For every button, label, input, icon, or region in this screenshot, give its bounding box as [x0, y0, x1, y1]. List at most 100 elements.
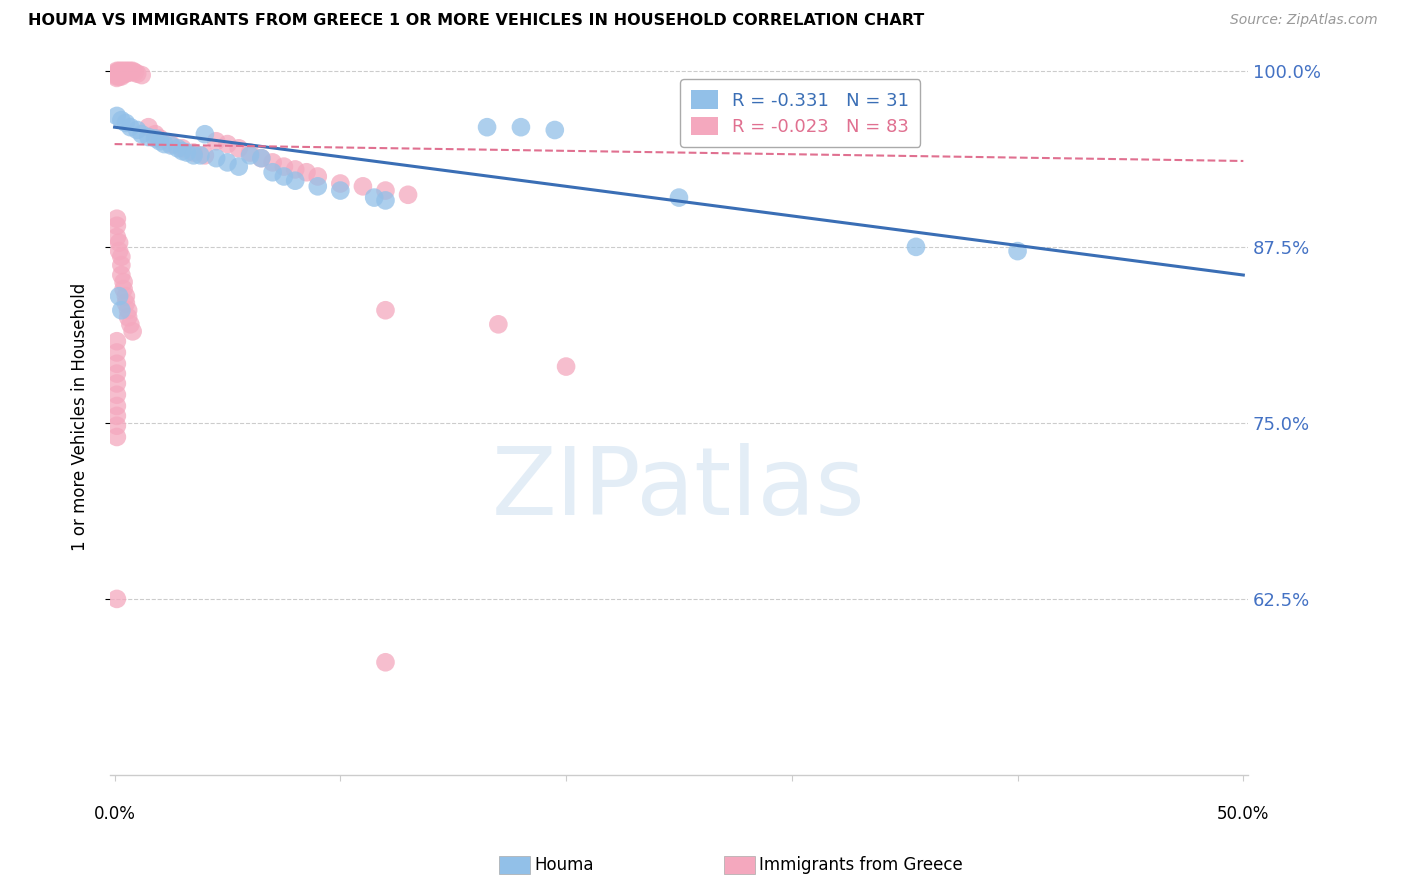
Text: Houma: Houma [534, 856, 593, 874]
Point [105, 430, 128, 444]
Point [115, 67, 138, 81]
Point [110, 68, 132, 82]
Point [110, 65, 132, 79]
Point [1007, 244, 1029, 259]
Point [176, 145, 198, 160]
Point [475, 120, 498, 135]
Point [110, 113, 132, 128]
Point [273, 160, 295, 174]
Point [105, 230, 128, 244]
Point [143, 127, 166, 141]
Point [120, 318, 142, 332]
Point [108, 235, 131, 250]
Point [105, 211, 128, 226]
Point [138, 130, 160, 145]
Point [108, 289, 131, 303]
Point [110, 250, 132, 264]
Point [352, 179, 374, 194]
Text: 50.0%: 50.0% [1218, 805, 1270, 823]
Point [363, 191, 385, 205]
Point [105, 68, 128, 82]
Y-axis label: 1 or more Vehicles in Household: 1 or more Vehicles in Household [72, 283, 89, 551]
Point [262, 155, 284, 169]
Point [131, 68, 153, 82]
Point [166, 141, 188, 155]
Point [105, 65, 128, 79]
Point [217, 155, 239, 169]
Point [120, 120, 142, 135]
Point [374, 184, 396, 198]
Point [228, 141, 250, 155]
Point [904, 240, 927, 254]
Point [183, 145, 205, 160]
Point [194, 148, 217, 162]
Point [510, 120, 533, 135]
Point [105, 399, 128, 413]
Point [105, 345, 128, 359]
Point [117, 63, 139, 78]
Text: HOUMA VS IMMIGRANTS FROM GREECE 1 OR MORE VEHICLES IN HOUSEHOLD CORRELATION CHAR: HOUMA VS IMMIGRANTS FROM GREECE 1 OR MOR… [28, 13, 924, 29]
Point [307, 179, 329, 194]
Point [160, 138, 183, 153]
Point [124, 65, 146, 79]
Point [374, 194, 396, 208]
Point [780, 109, 803, 123]
Point [105, 357, 128, 371]
Legend: R = -0.331   N = 31, R = -0.023   N = 83: R = -0.331 N = 31, R = -0.023 N = 83 [681, 79, 921, 147]
Point [127, 67, 149, 81]
Point [105, 418, 128, 433]
Point [112, 282, 135, 296]
Point [112, 275, 135, 289]
Point [172, 141, 194, 155]
Point [239, 145, 262, 160]
Point [108, 67, 131, 81]
Point [105, 109, 128, 123]
Point [108, 70, 131, 84]
Point [121, 324, 143, 338]
Point [295, 165, 318, 179]
Point [115, 289, 138, 303]
Point [120, 63, 142, 78]
Point [555, 359, 578, 374]
Point [105, 70, 128, 84]
Point [239, 148, 262, 162]
Point [374, 303, 396, 318]
Point [108, 65, 131, 79]
Point [262, 165, 284, 179]
Point [190, 148, 212, 162]
Point [149, 134, 172, 148]
Point [112, 65, 135, 79]
Point [228, 160, 250, 174]
Point [115, 116, 138, 130]
Point [115, 65, 138, 79]
Point [396, 187, 419, 202]
Point [112, 63, 135, 78]
Point [117, 303, 139, 318]
Point [273, 169, 295, 184]
Point [143, 131, 166, 145]
Point [329, 184, 352, 198]
Point [668, 191, 690, 205]
Point [131, 127, 153, 141]
Point [115, 296, 138, 310]
Point [250, 151, 273, 165]
Point [138, 120, 160, 135]
Point [115, 63, 138, 78]
Point [105, 591, 128, 606]
Point [108, 63, 131, 78]
Point [105, 409, 128, 423]
Point [110, 303, 132, 318]
Point [205, 134, 228, 148]
Point [117, 310, 139, 325]
Point [110, 70, 132, 84]
Point [108, 244, 131, 259]
Point [307, 169, 329, 184]
Point [110, 67, 132, 81]
Point [105, 367, 128, 381]
Point [105, 388, 128, 402]
Point [121, 63, 143, 78]
Point [284, 174, 307, 188]
Point [108, 68, 131, 82]
Point [110, 258, 132, 272]
Point [183, 148, 205, 162]
